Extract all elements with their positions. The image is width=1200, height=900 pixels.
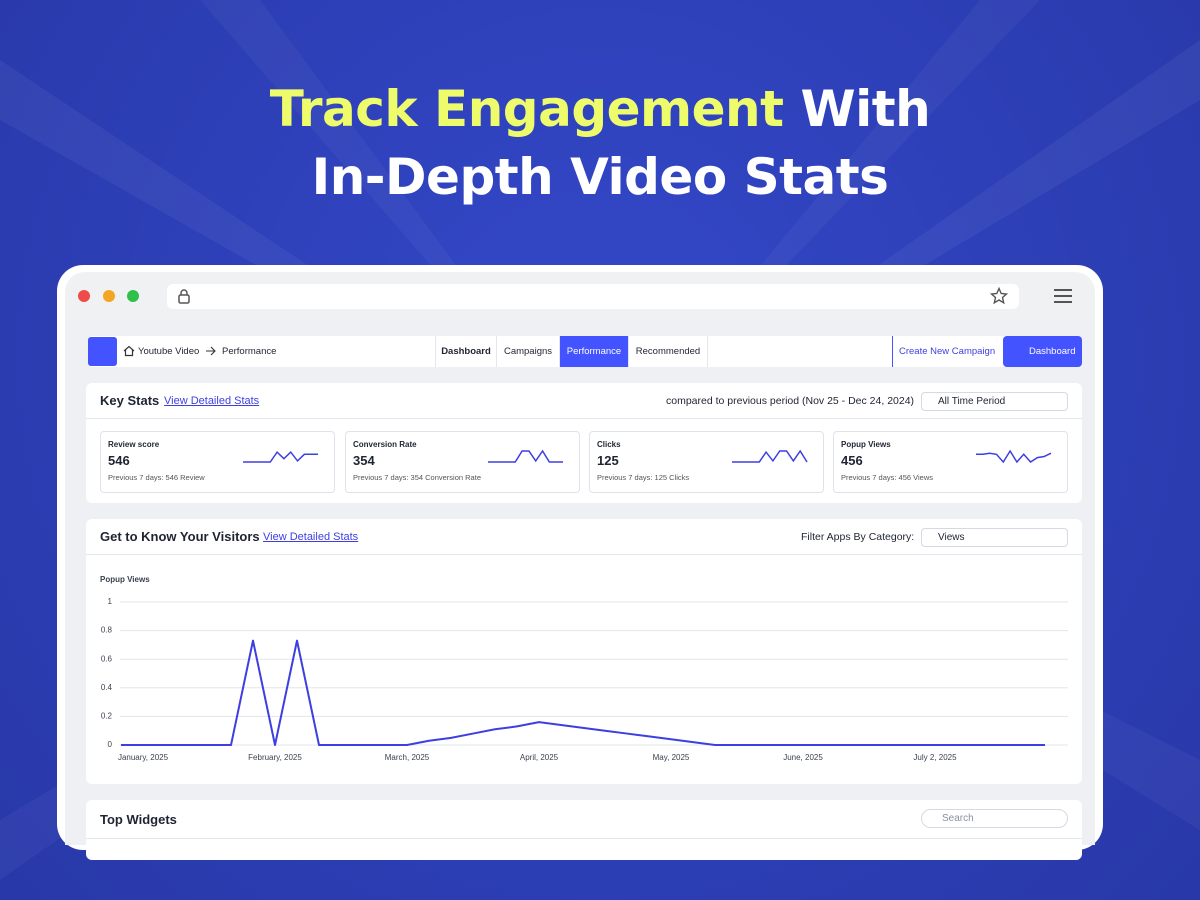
series-line [121, 639, 1045, 746]
sparkline [732, 449, 808, 463]
maximize-dot[interactable] [127, 290, 139, 302]
address-bar[interactable] [167, 284, 1019, 309]
stat-card [589, 431, 824, 493]
headline-highlight: Track Engagement [269, 80, 784, 138]
stat-label: Popup Views [841, 440, 891, 449]
lock-icon [178, 289, 190, 304]
stat-note: Previous 7 days: 125 Clicks [597, 473, 690, 482]
sparkline [488, 449, 563, 463]
panel-title: Top Widgets [100, 812, 177, 827]
stat-value: 354 [353, 453, 375, 468]
stat-value: 546 [108, 453, 130, 468]
breadcrumb-item[interactable]: Performance [222, 346, 277, 357]
stat-value: 125 [597, 453, 619, 468]
headline-rest: With [800, 80, 931, 138]
nav-tab[interactable]: Recommended [628, 336, 708, 367]
panel-title: Key Stats [100, 393, 160, 408]
stat-label: Clicks [597, 440, 621, 449]
home-icon[interactable] [123, 345, 135, 357]
y-tick-label: 1 [108, 597, 113, 606]
sparkline [976, 449, 1052, 464]
x-tick-label: January, 2025 [118, 753, 169, 762]
logo [88, 337, 117, 366]
y-tick-label: 0.4 [101, 683, 113, 692]
dashboard-button[interactable]: Dashboard [1029, 346, 1076, 357]
panel-title: Get to Know Your Visitors [100, 529, 260, 544]
sparkline [243, 450, 318, 463]
stat-card [833, 431, 1068, 493]
y-tick-label: 0.2 [101, 712, 113, 721]
detailed-stats-link[interactable]: View Detailed Stats [164, 395, 260, 407]
period-select[interactable]: All Time Period [921, 392, 1068, 411]
x-tick-label: June, 2025 [783, 753, 823, 762]
breadcrumb-arrow [206, 346, 216, 356]
stat-note: Previous 7 days: 546 Review [108, 473, 205, 482]
x-tick-label: July 2, 2025 [913, 753, 957, 762]
stat-note: Previous 7 days: 354 Conversion Rate [353, 473, 481, 482]
stat-note: Previous 7 days: 456 Views [841, 473, 933, 482]
nav-tab[interactable]: Campaigns [496, 336, 559, 367]
compare-text: compared to previous period (Nov 25 - De… [666, 395, 915, 407]
search-input[interactable]: Search [921, 809, 1068, 828]
divider [86, 554, 1082, 555]
detailed-stats-link[interactable]: View Detailed Stats [263, 531, 359, 543]
filter-select[interactable]: Views [921, 528, 1068, 547]
x-tick-label: April, 2025 [520, 753, 559, 762]
stat-card [100, 431, 335, 493]
separator [892, 336, 893, 367]
nav-tab[interactable]: Performance [559, 336, 628, 367]
close-dot[interactable] [78, 290, 90, 302]
x-tick-label: March, 2025 [385, 753, 430, 762]
dashboard-button-bg[interactable] [1003, 336, 1082, 367]
create-campaign-button[interactable]: Create New Campaign [899, 346, 996, 357]
filter-label: Filter Apps By Category: [801, 531, 915, 543]
minimize-dot[interactable] [103, 290, 115, 302]
star-icon[interactable] [990, 287, 1008, 305]
visitors-panel [86, 519, 1082, 784]
menu-icon[interactable] [1053, 288, 1073, 304]
headline-line2: In-Depth Video Stats [311, 148, 889, 206]
stat-card [345, 431, 580, 493]
stat-label: Review score [108, 440, 160, 449]
stat-label: Conversion Rate [353, 440, 417, 449]
stat-value: 456 [841, 453, 863, 468]
top-widgets-panel [86, 800, 1082, 860]
nav-tab[interactable]: Dashboard [435, 336, 496, 367]
headline: Track Engagement With [0, 80, 1200, 138]
x-tick-label: February, 2025 [248, 753, 302, 762]
divider [86, 418, 1082, 419]
y-tick-label: 0 [108, 740, 113, 749]
divider [86, 838, 1082, 839]
breadcrumb-item[interactable]: Youtube Video [138, 346, 200, 357]
y-axis-label: Popup Views [100, 575, 150, 584]
x-tick-label: May, 2025 [653, 753, 690, 762]
y-tick-label: 0.8 [101, 626, 113, 635]
y-tick-label: 0.6 [101, 654, 113, 663]
